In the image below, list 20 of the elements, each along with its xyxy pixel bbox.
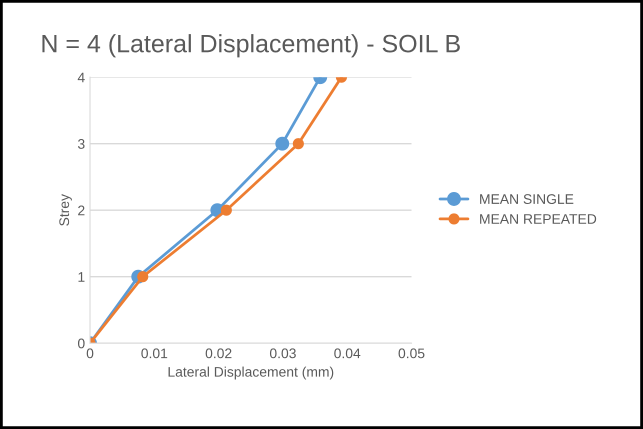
y-tick-label: 0 — [78, 338, 85, 348]
x-tick-label: 0.01 — [141, 348, 168, 358]
legend-label: MEAN REPEATED — [480, 214, 596, 224]
x-axis-title: Lateral Displacement (mm) — [168, 366, 334, 380]
y-tick-label: 3 — [78, 139, 85, 149]
y-tick-label: 4 — [78, 72, 85, 82]
x-tick-label: 0.03 — [270, 348, 296, 358]
x-tick-label: 0.02 — [206, 348, 232, 358]
point — [275, 136, 290, 151]
x-tick-label: 0.04 — [334, 348, 360, 358]
point — [292, 138, 304, 150]
chart-title: N = 4 (Lateral Displacement) - SOIL B — [42, 34, 460, 58]
point — [220, 204, 232, 216]
x-tick-label: 0.05 — [398, 348, 424, 358]
y-axis-title: Strey — [59, 194, 72, 226]
point — [137, 271, 148, 282]
y-tick-label: 1 — [78, 272, 84, 282]
legend-label: MEAN SINGLE — [480, 194, 574, 204]
x-tick-label: 0 — [86, 348, 94, 358]
y-tick-label: 2 — [78, 206, 84, 216]
